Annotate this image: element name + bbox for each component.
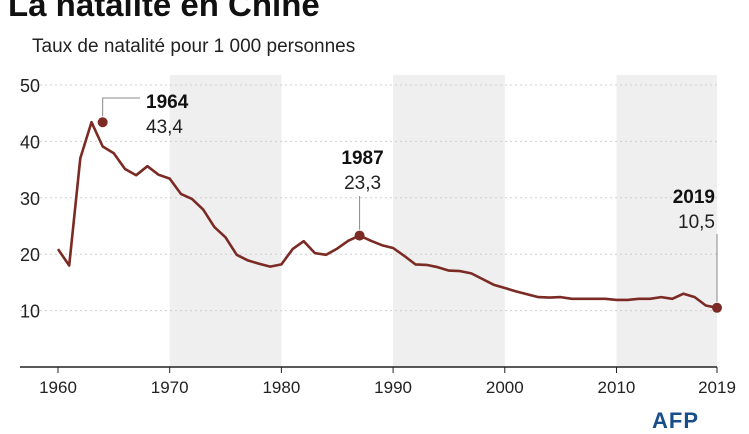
annotation-year-1964: 1964 <box>146 92 189 113</box>
decade-band-2010 <box>616 75 717 367</box>
afp-logo: AFP <box>652 408 699 433</box>
series-line-0 <box>56 120 718 310</box>
x-tick-2010: 2010 <box>598 378 636 397</box>
y-axis-tick-labels: 10 20 30 40 50 <box>20 76 40 322</box>
y-tick-20: 20 <box>20 245 40 265</box>
x-tick-1980: 1980 <box>262 378 300 397</box>
series-group <box>56 120 718 310</box>
point-marker-2019 <box>712 302 722 313</box>
decade-band-1970 <box>169 75 282 367</box>
x-tick-1960: 1960 <box>39 378 77 397</box>
point-marker-1964 <box>97 117 108 128</box>
x-tick-1990: 1990 <box>374 378 412 397</box>
y-tick-10: 10 <box>20 302 40 322</box>
annotation-value-1964: 43,4 <box>146 117 183 138</box>
annotation-value-2019: 10,5 <box>678 212 715 233</box>
point-marker-1987 <box>354 230 365 241</box>
chart-subtitle: Taux de natalité pour 1 000 personnes <box>32 36 356 57</box>
y-tick-40: 40 <box>20 132 40 152</box>
decade-band-1990 <box>393 75 505 367</box>
x-tick-2019: 2019 <box>698 378 736 397</box>
decade-bands <box>169 75 717 367</box>
y-tick-30: 30 <box>20 189 40 209</box>
x-tick-2000: 2000 <box>486 378 524 397</box>
annotation-year-2019: 2019 <box>673 187 715 208</box>
y-tick-50: 50 <box>20 76 40 96</box>
chart-title: La natalité en Chine <box>8 0 320 23</box>
annotation-year-1987: 1987 <box>341 148 383 169</box>
annotations-group: 1964 43,4 1987 23,3 2019 10,5 <box>97 92 722 313</box>
leader-line-1964 <box>102 97 140 117</box>
x-tick-1970: 1970 <box>151 378 189 397</box>
annotation-value-1987: 23,3 <box>344 173 381 194</box>
x-axis-tick-labels: 1960 1970 1980 1990 2000 2010 2019 <box>39 367 736 397</box>
gridlines <box>20 84 717 368</box>
